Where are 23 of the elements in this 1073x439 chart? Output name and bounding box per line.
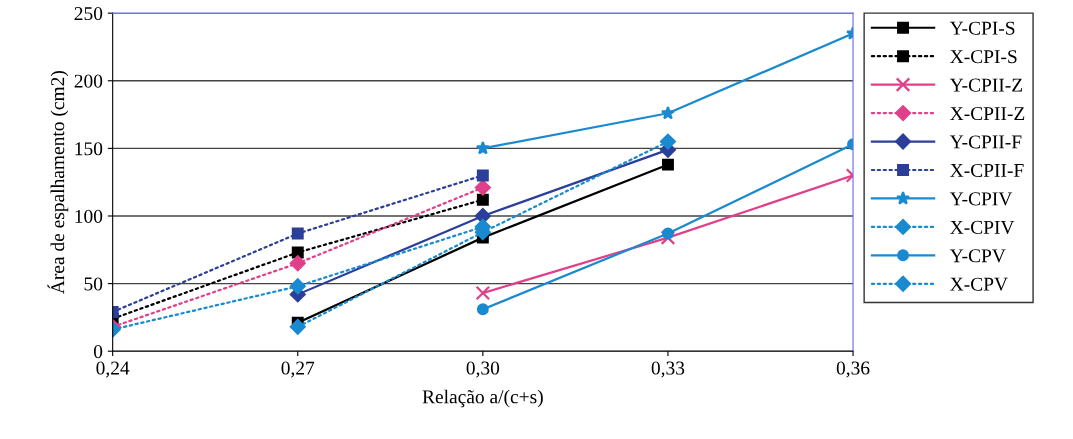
x-tick-label: 0,24 xyxy=(96,361,130,378)
x-tick-label: 0,30 xyxy=(466,361,500,378)
y-tick-label: 250 xyxy=(74,6,103,21)
x-axis-title: Relação a/(c+s) xyxy=(422,389,543,408)
y-tick-label: 0 xyxy=(93,345,103,359)
legend-label: X-CPII-Z xyxy=(950,107,1025,121)
legend-label: Y-CPII-Z xyxy=(949,78,1023,92)
legend-label: Y-CPI-S xyxy=(949,21,1015,35)
y-tick-label: 100 xyxy=(75,209,103,223)
legend-label: Y-CPII-F xyxy=(949,135,1022,149)
y-tick-label: 150 xyxy=(75,142,103,156)
y-tick-label: 50 xyxy=(84,277,103,291)
x-tick-label: 0,27 xyxy=(281,361,315,378)
y-axis-title: Área de espalhamento (cm2) xyxy=(47,71,69,295)
legend-label: Y-CPV xyxy=(949,249,1006,263)
legend-label: X-CPI-S xyxy=(950,50,1017,64)
x-tick-label: 0,33 xyxy=(651,361,685,378)
legend-label: X-CPIV xyxy=(950,220,1015,234)
legend-label: X-CPII-F xyxy=(950,163,1024,177)
legend-label: X-CPV xyxy=(950,277,1008,291)
x-tick-label: 0,36 xyxy=(836,361,870,378)
y-tick-label: 200 xyxy=(74,74,103,88)
legend-label: Y-CPIV xyxy=(949,192,1013,206)
